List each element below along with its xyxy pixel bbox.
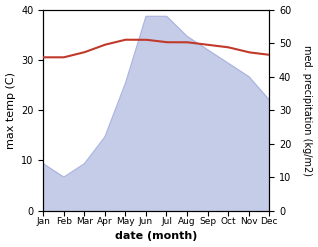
Y-axis label: med. precipitation (kg/m2): med. precipitation (kg/m2) [302, 45, 313, 176]
Y-axis label: max temp (C): max temp (C) [5, 72, 16, 149]
X-axis label: date (month): date (month) [115, 231, 197, 242]
